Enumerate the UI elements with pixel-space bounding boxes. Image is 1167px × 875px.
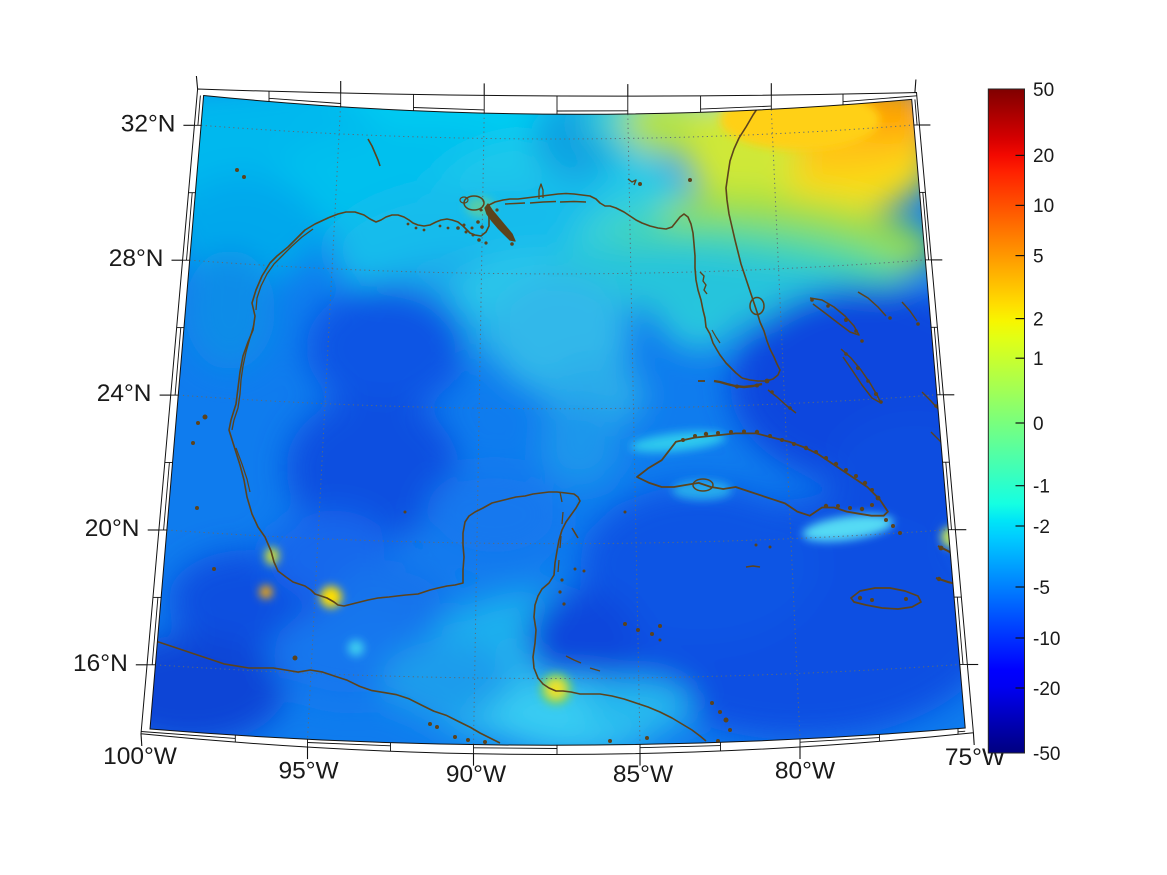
svg-text:80°W: 80°W	[775, 758, 836, 785]
svg-text:-50: -50	[1033, 744, 1060, 765]
svg-text:50: 50	[1033, 80, 1054, 101]
svg-text:24°N: 24°N	[97, 380, 152, 407]
svg-text:28°N: 28°N	[109, 245, 164, 272]
svg-text:20: 20	[1033, 146, 1054, 167]
svg-text:-20: -20	[1033, 679, 1060, 700]
svg-text:-2: -2	[1033, 517, 1050, 538]
svg-text:85°W: 85°W	[613, 761, 674, 788]
svg-text:10: 10	[1033, 196, 1054, 217]
svg-text:2: 2	[1033, 309, 1044, 330]
svg-text:95°W: 95°W	[279, 758, 340, 785]
svg-text:0: 0	[1033, 414, 1044, 435]
svg-text:16°N: 16°N	[73, 650, 128, 677]
svg-text:5: 5	[1033, 246, 1044, 267]
svg-text:32°N: 32°N	[121, 110, 176, 137]
svg-text:20°N: 20°N	[85, 515, 140, 542]
svg-text:100°W: 100°W	[103, 743, 178, 770]
svg-text:-1: -1	[1033, 477, 1050, 498]
svg-text:1: 1	[1033, 349, 1044, 370]
svg-text:-10: -10	[1033, 629, 1060, 650]
svg-text:90°W: 90°W	[446, 761, 507, 788]
svg-text:-5: -5	[1033, 578, 1050, 599]
